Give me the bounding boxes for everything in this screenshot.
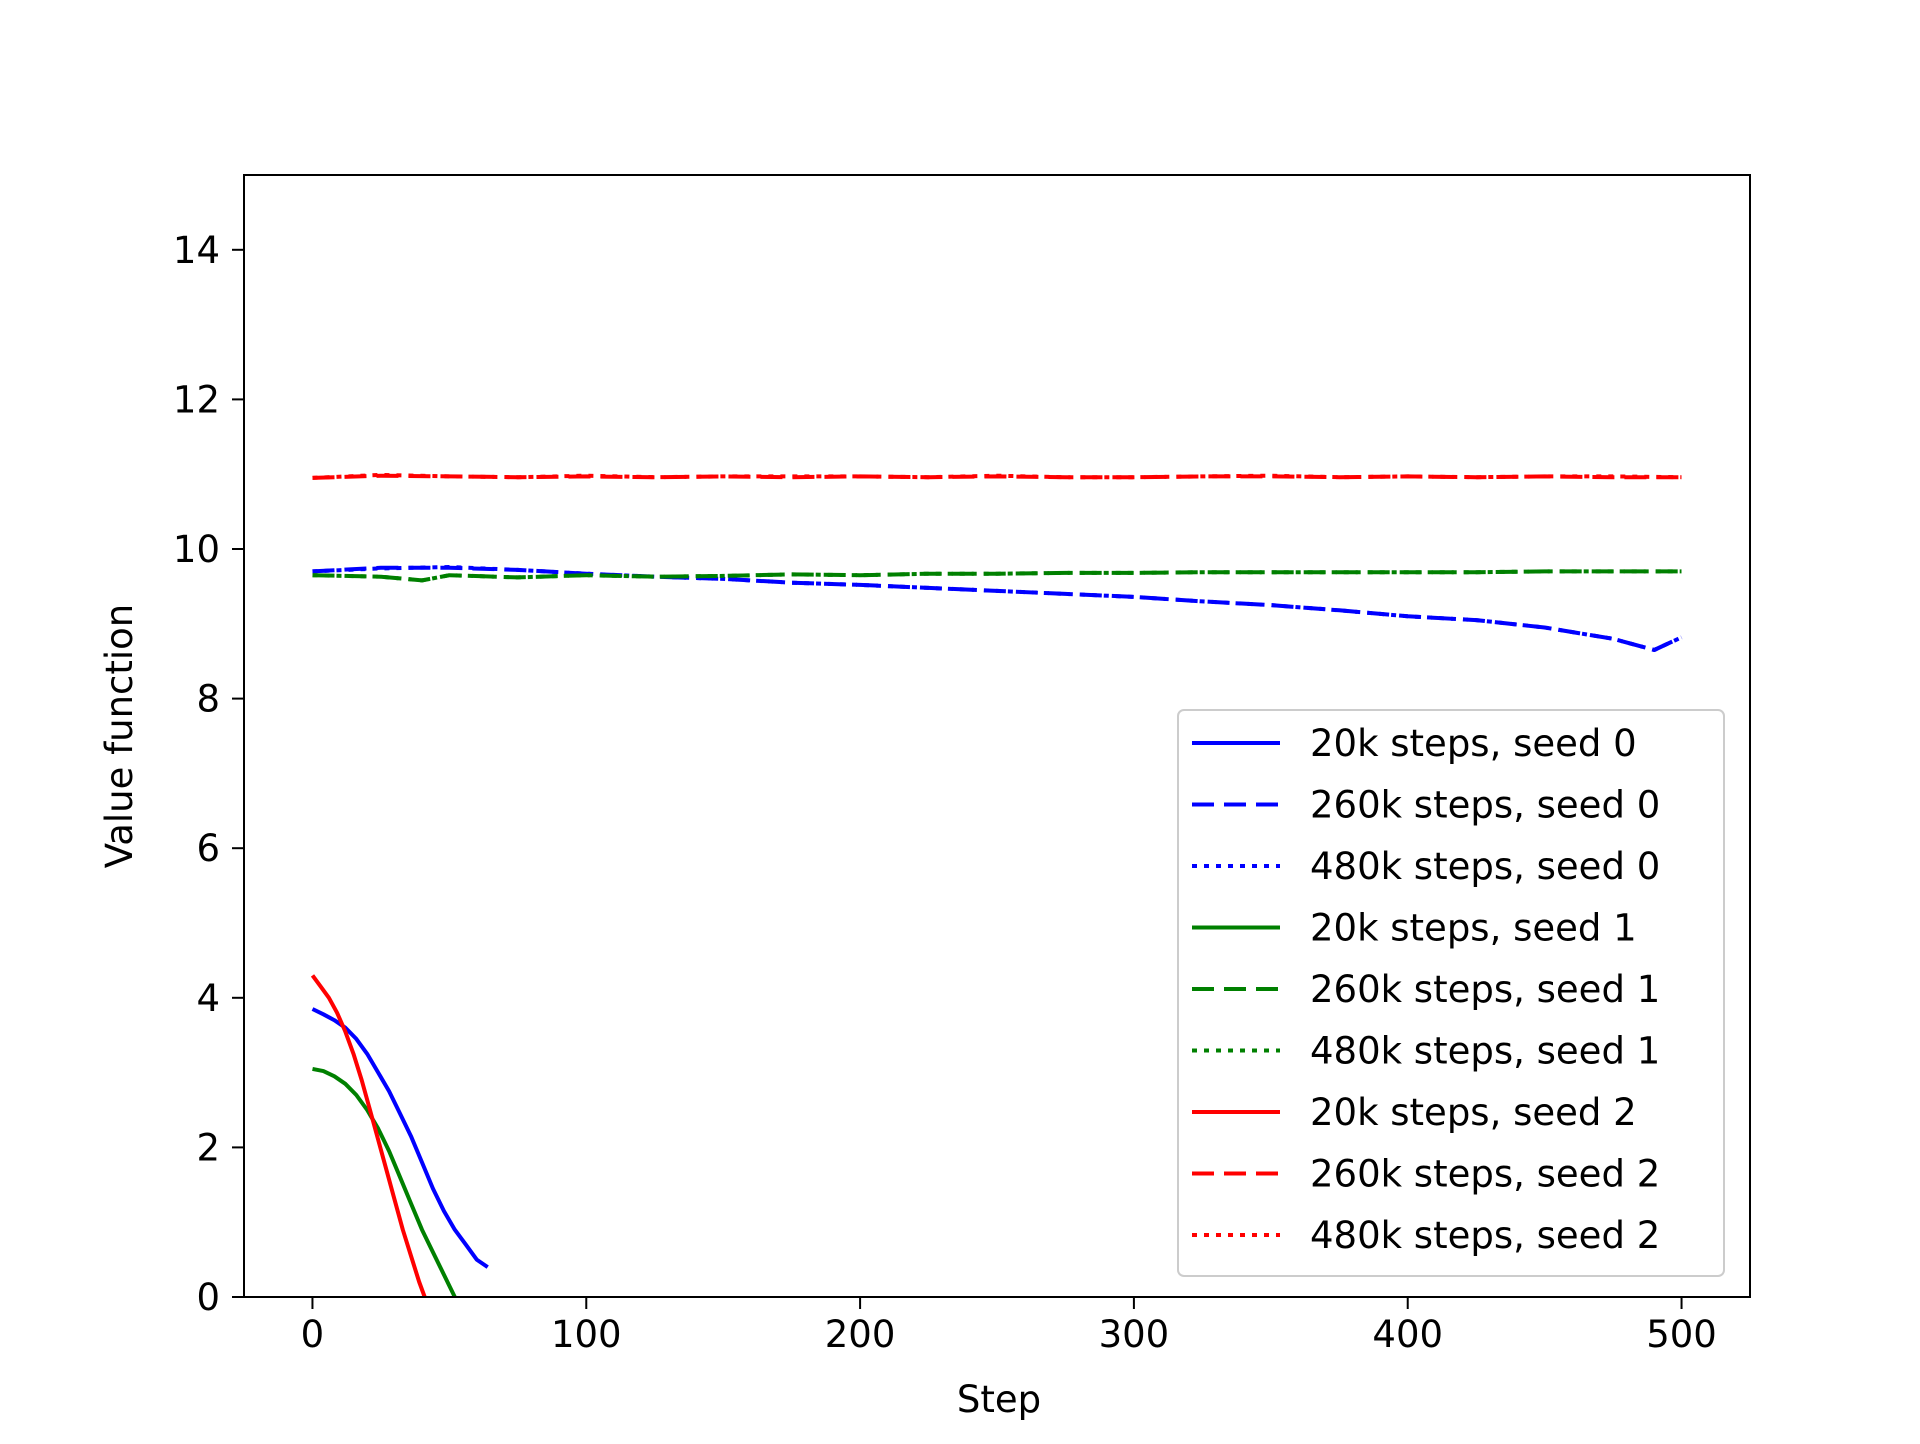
y-axis-label: Value function — [98, 604, 141, 869]
series-line-2 — [312, 565, 1683, 652]
y-tick-label: 6 — [196, 827, 220, 870]
y-tick-label: 2 — [196, 1126, 220, 1169]
legend-label: 480k steps, seed 0 — [1310, 845, 1660, 888]
series-line-9 — [312, 472, 1682, 480]
y-tick-label: 4 — [196, 977, 220, 1020]
plot-frame — [243, 174, 1751, 1298]
x-tick-label: 500 — [1646, 1313, 1717, 1356]
x-tick-label: 400 — [1372, 1313, 1443, 1356]
legend-label: 480k steps, seed 1 — [1310, 1030, 1660, 1073]
ticks-layer: 0 100 200 300 400 500 0 2 4 6 8 10 12 14 — [173, 229, 1717, 1356]
x-tick-label: 300 — [1099, 1313, 1170, 1356]
legend-label: 260k steps, seed 0 — [1310, 784, 1660, 827]
y-tick-label: 10 — [173, 528, 220, 571]
x-tick-label: 0 — [301, 1313, 325, 1356]
y-tick-label: 14 — [173, 229, 220, 272]
legend: 20k steps, seed 0 260k steps, seed 0 480k … — [1177, 709, 1725, 1277]
series-line-4 — [312, 1066, 457, 1298]
legend-label: 20k steps, seed 2 — [1310, 1091, 1637, 1134]
y-tick-label: 12 — [173, 378, 220, 421]
series-line-7 — [310, 974, 427, 1298]
x-tick-label: 100 — [551, 1313, 622, 1356]
legend-label: 260k steps, seed 1 — [1310, 968, 1660, 1011]
series-layer — [310, 472, 1683, 1298]
legend-label: 20k steps, seed 1 — [1310, 907, 1637, 950]
legend-label: 480k steps, seed 2 — [1310, 1214, 1660, 1257]
series-line-6 — [312, 569, 1682, 583]
legend-box — [1177, 709, 1725, 1277]
y-tick-label: 0 — [196, 1276, 220, 1319]
x-axis-label: Step — [957, 1378, 1041, 1421]
legend-label: 260k steps, seed 2 — [1310, 1153, 1660, 1196]
y-tick-label: 8 — [196, 678, 220, 721]
x-tick-label: 200 — [825, 1313, 896, 1356]
legend-label: 20k steps, seed 0 — [1310, 722, 1637, 765]
